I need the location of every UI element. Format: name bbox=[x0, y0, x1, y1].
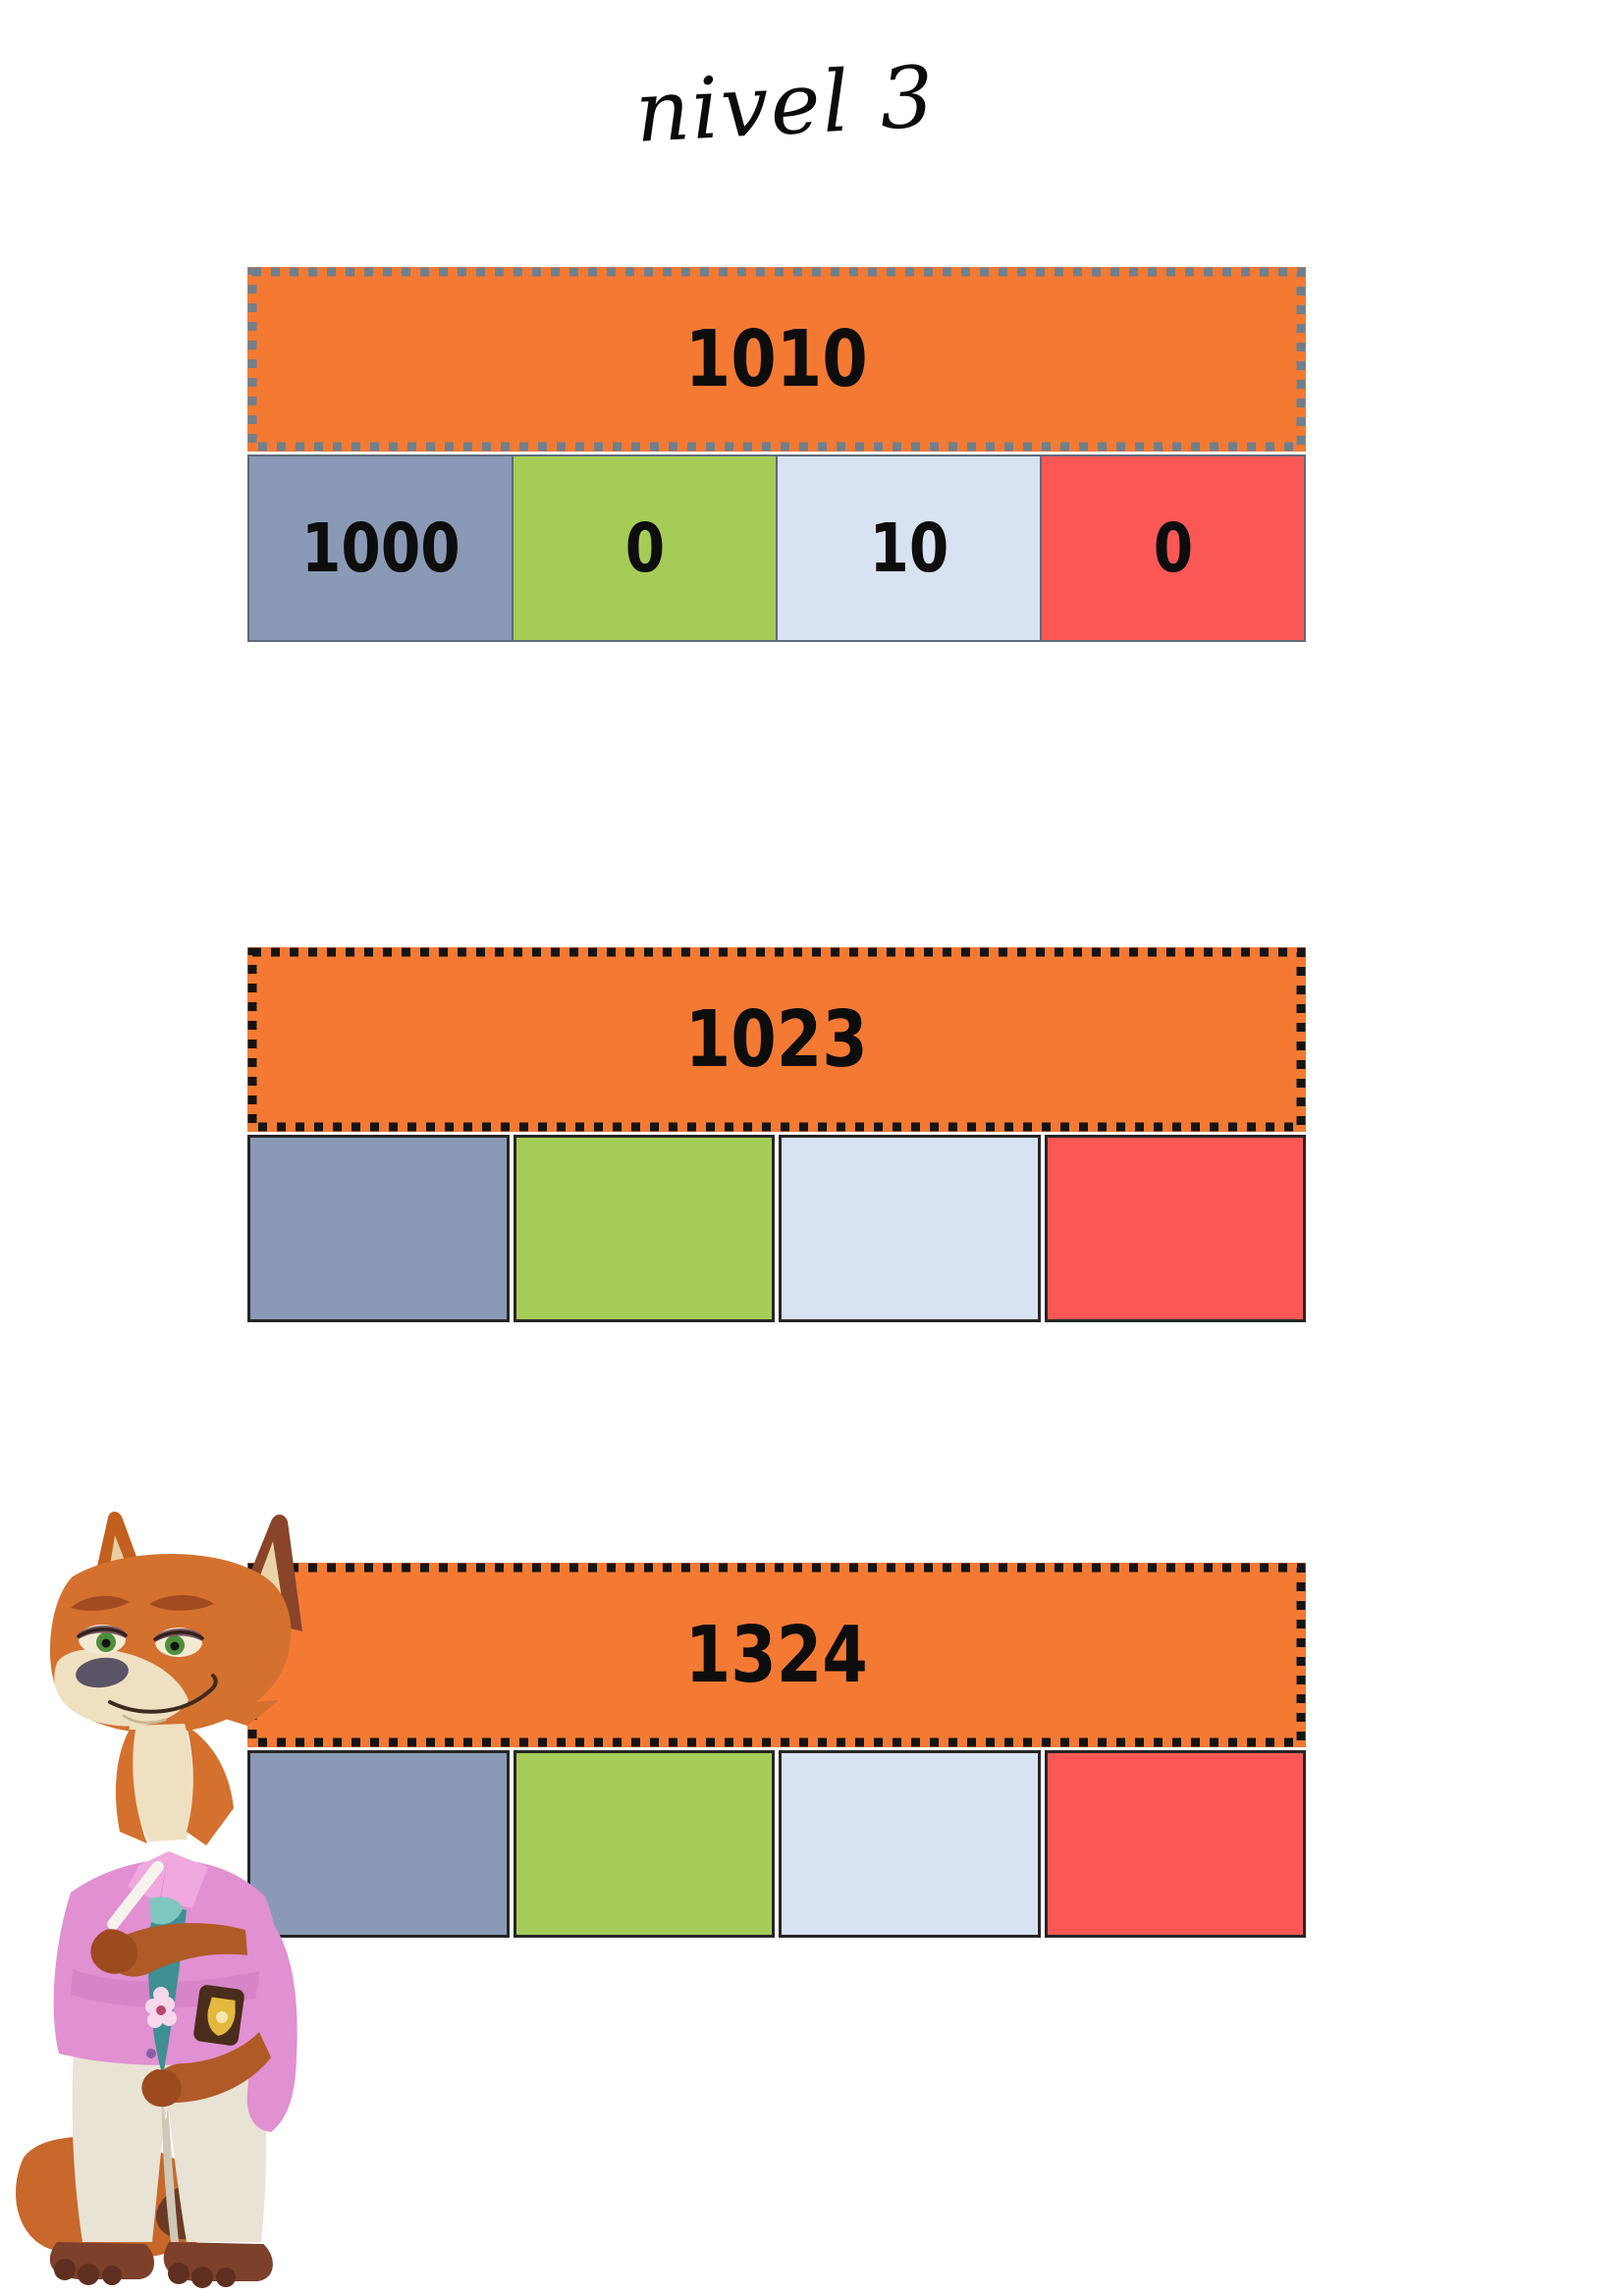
fox-sleeve bbox=[245, 1902, 298, 2132]
fox-ruff bbox=[187, 1726, 234, 1845]
fox-paw-lower bbox=[141, 2069, 182, 2108]
fox-chin-line bbox=[122, 1714, 167, 1725]
fox-brow-left bbox=[71, 1595, 130, 1611]
fox-paw-upper bbox=[90, 1929, 138, 1974]
fox-arm-lower bbox=[156, 2032, 271, 2103]
fox-foot-right bbox=[163, 2242, 273, 2281]
cell-tens[interactable] bbox=[779, 1135, 1041, 1322]
fox-character-illustration bbox=[16, 1511, 302, 2288]
cell-hundreds[interactable]: 0 bbox=[512, 454, 778, 642]
cell-thousands[interactable] bbox=[247, 1135, 510, 1322]
fox-arm-upper bbox=[108, 1923, 247, 1977]
cell-value: 0 bbox=[624, 507, 665, 588]
cell-value: 1000 bbox=[300, 507, 460, 588]
place-value-group-3: 1324 bbox=[247, 1563, 1306, 1938]
page-title: nivel 3 bbox=[632, 48, 939, 162]
fox-glass bbox=[149, 1896, 183, 1925]
cells-row: 1000 0 10 0 bbox=[247, 454, 1306, 642]
cell-value: 10 bbox=[869, 507, 948, 588]
fox-brow-right bbox=[149, 1595, 214, 1611]
place-value-group-2: 1023 bbox=[247, 947, 1306, 1322]
dashed-border bbox=[247, 947, 1306, 1132]
total-value: 1010 bbox=[684, 313, 869, 404]
total-value: 1023 bbox=[684, 993, 869, 1085]
cell-hundreds[interactable] bbox=[513, 1135, 775, 1322]
fox-ruff-left bbox=[115, 1730, 147, 1843]
fox-eye-right bbox=[153, 1628, 204, 1657]
fox-collar-right bbox=[161, 1851, 208, 1908]
dashed-border bbox=[247, 267, 1306, 452]
fox-pants-shadow bbox=[161, 2057, 179, 2242]
fox-eye-left bbox=[77, 1625, 128, 1654]
total-bar: 1010 bbox=[247, 267, 1306, 452]
cell-thousands[interactable]: 1000 bbox=[247, 454, 514, 642]
cell-thousands[interactable] bbox=[247, 1750, 510, 1938]
cell-ones[interactable] bbox=[1044, 1750, 1306, 1938]
cell-ones[interactable] bbox=[1044, 1135, 1306, 1322]
fox-cheek-fur bbox=[222, 1673, 279, 1726]
cell-hundreds[interactable] bbox=[513, 1750, 775, 1938]
cell-tens[interactable]: 10 bbox=[776, 454, 1042, 642]
total-bar: 1324 bbox=[247, 1563, 1306, 1747]
total-value: 1324 bbox=[684, 1609, 869, 1700]
place-value-group-1: 1010 1000 0 10 0 bbox=[247, 267, 1306, 642]
cell-value: 0 bbox=[1153, 507, 1193, 588]
fox-nose bbox=[76, 1657, 129, 1688]
fox-police-badge bbox=[193, 1985, 244, 2046]
cell-ones[interactable]: 0 bbox=[1040, 454, 1306, 642]
fox-foot-left bbox=[49, 2242, 155, 2279]
fox-neck bbox=[127, 1724, 193, 1842]
cells-row bbox=[247, 1135, 1306, 1322]
fox-straw bbox=[107, 1860, 164, 1931]
fox-smile bbox=[108, 1674, 218, 1714]
cell-tens[interactable] bbox=[779, 1750, 1041, 1938]
cells-row bbox=[247, 1750, 1306, 1938]
total-bar: 1023 bbox=[247, 947, 1306, 1132]
